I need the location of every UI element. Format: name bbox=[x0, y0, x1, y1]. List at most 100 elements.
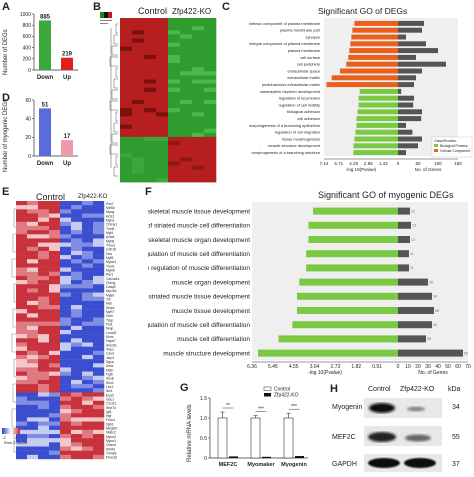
heatmap-b-cell bbox=[120, 75, 133, 80]
heatmap-e-cell bbox=[49, 396, 61, 401]
chart-f-pvalue-bar bbox=[306, 264, 398, 272]
heatmap-e-cell bbox=[27, 429, 39, 435]
heatmap-e-cell bbox=[82, 305, 94, 310]
chart-f-left-tick-label: 4.55 bbox=[289, 364, 299, 370]
heatmap-b-cell bbox=[120, 95, 133, 101]
heatmap-e-cell bbox=[82, 201, 94, 206]
heatmap-e-cell bbox=[60, 225, 72, 231]
heatmap-e-cell bbox=[82, 359, 94, 364]
panel-label-b: B bbox=[93, 1, 101, 13]
chart-c-count-bar bbox=[398, 129, 413, 135]
heatmap-e-cell bbox=[82, 446, 94, 451]
heatmap-b-cell bbox=[120, 50, 133, 56]
heatmap-e-cell bbox=[93, 217, 105, 223]
heatmap-e-cell bbox=[16, 396, 28, 401]
heatmap-b-cell bbox=[156, 136, 169, 142]
chart-c-count-bar bbox=[398, 82, 414, 88]
heatmap-e-cell bbox=[38, 284, 50, 289]
chart-a-y-tick-label: 600 bbox=[23, 34, 32, 40]
heatmap-b-cell bbox=[120, 177, 133, 183]
heatmap-e-cell bbox=[38, 221, 50, 227]
heatmap-b-cell bbox=[144, 71, 157, 76]
heatmap-e-cell bbox=[82, 246, 94, 252]
chart-c-legend-label-bp: Biological Process bbox=[440, 144, 468, 148]
heatmap-e-cell bbox=[60, 246, 72, 252]
heatmap-e-cell bbox=[38, 384, 50, 389]
heatmap-e-cell bbox=[71, 321, 83, 327]
heatmap-b-cell bbox=[144, 38, 157, 43]
chart-g-sig-label: *** bbox=[291, 404, 297, 410]
heatmap-e-gene-label: Lbx1 bbox=[106, 385, 113, 389]
heatmap-b-cell bbox=[156, 75, 169, 80]
heatmap-b-cell bbox=[144, 22, 157, 27]
heatmap-b-cell bbox=[192, 54, 205, 60]
heatmap-e-cell bbox=[60, 392, 72, 397]
heatmap-e-cell bbox=[93, 396, 105, 401]
chart-c-term-label: cell adhesion bbox=[297, 116, 320, 121]
heatmap-e-cell bbox=[71, 342, 83, 347]
heatmap-b-cell bbox=[156, 63, 169, 68]
heatmap-b-cell bbox=[156, 161, 169, 166]
heatmap-b-cell bbox=[132, 108, 145, 113]
heatmap-e-cell bbox=[49, 201, 61, 206]
heatmap-e-gene-label: Cdh15 bbox=[106, 248, 116, 252]
heatmap-e-cell bbox=[93, 267, 105, 272]
heatmap-b-cell bbox=[168, 87, 181, 93]
chart-c: intrinsic component of plasma membrane pl… bbox=[249, 18, 473, 172]
heatmap-e-cell bbox=[71, 450, 83, 456]
heatmap-e-cell bbox=[60, 317, 72, 322]
heatmap-e-cell bbox=[93, 259, 105, 264]
heatmap-e-gene-label: Cav3 bbox=[106, 352, 114, 356]
heatmap-e-cell bbox=[16, 354, 28, 360]
heatmap-e-cell bbox=[38, 309, 50, 314]
heatmap-e-cell bbox=[82, 288, 94, 293]
heatmap-e-cell bbox=[16, 346, 28, 352]
blot-band-myogenin-control bbox=[369, 403, 395, 413]
heatmap-b-cell bbox=[120, 165, 133, 171]
heatmap-b-cell bbox=[132, 124, 145, 130]
heatmap-e-cell bbox=[82, 321, 94, 327]
chart-c-count-bar bbox=[398, 143, 418, 149]
heatmap-b-cell bbox=[120, 141, 133, 146]
heatmap-e-cell bbox=[60, 263, 72, 268]
heatmap-e-cell bbox=[38, 438, 50, 443]
heatmap-e-cell bbox=[16, 271, 28, 277]
heatmap-e-cell bbox=[49, 255, 61, 260]
heatmap-e-cell bbox=[38, 442, 50, 447]
heatmap-b-cell bbox=[120, 91, 133, 97]
heatmap-e-cell bbox=[60, 400, 72, 406]
heatmap-b-cell bbox=[204, 153, 217, 158]
heatmap-b-cell bbox=[192, 116, 205, 121]
blot-kda-myogenin: 34 bbox=[452, 404, 460, 411]
chart-f-right-tick-label: 0 bbox=[397, 364, 400, 370]
dendrogram-branch bbox=[111, 89, 118, 100]
heatmap-e-cell bbox=[93, 409, 105, 414]
heatmap-b-cell bbox=[120, 54, 133, 60]
heatmap-e-cell bbox=[60, 321, 72, 327]
heatmap-b-cell bbox=[180, 153, 193, 158]
heatmap-e-cell bbox=[71, 246, 83, 252]
chart-a-x-tick-label: Down bbox=[37, 75, 54, 81]
heatmap-b-cell bbox=[120, 38, 133, 43]
heatmap-b-cell bbox=[192, 173, 205, 179]
heatmap-b-cell bbox=[180, 42, 193, 48]
heatmap-e-gene-label: Mymk bbox=[106, 268, 115, 272]
chart-f-left-tick-label: 1.82 bbox=[351, 364, 361, 370]
heatmap-e-cell bbox=[27, 350, 39, 356]
heatmap-e-gene-label: Myod1 bbox=[106, 260, 116, 264]
heatmap-b-cell bbox=[192, 46, 205, 52]
heatmap-b-cell bbox=[180, 59, 193, 64]
heatmap-e-cell bbox=[93, 367, 105, 372]
heatmap-e-cell bbox=[38, 379, 50, 385]
heatmap-e-cell bbox=[49, 421, 61, 426]
heatmap-e-cell bbox=[60, 305, 72, 310]
blot-band-mef2c-ko bbox=[405, 434, 431, 442]
heatmap-e-gene-label: Neb bbox=[106, 302, 112, 306]
heatmap-e-cell bbox=[16, 209, 28, 214]
heatmap-e-gene-label: Igf1 bbox=[106, 410, 112, 414]
heatmap-e-cell bbox=[71, 230, 83, 235]
chart-f-left-tick-label: 6.36 bbox=[247, 364, 257, 370]
chart-c-pvalue-bar bbox=[349, 48, 398, 54]
heatmap-e-cell bbox=[27, 242, 39, 247]
heatmap-e-cell bbox=[38, 354, 50, 360]
